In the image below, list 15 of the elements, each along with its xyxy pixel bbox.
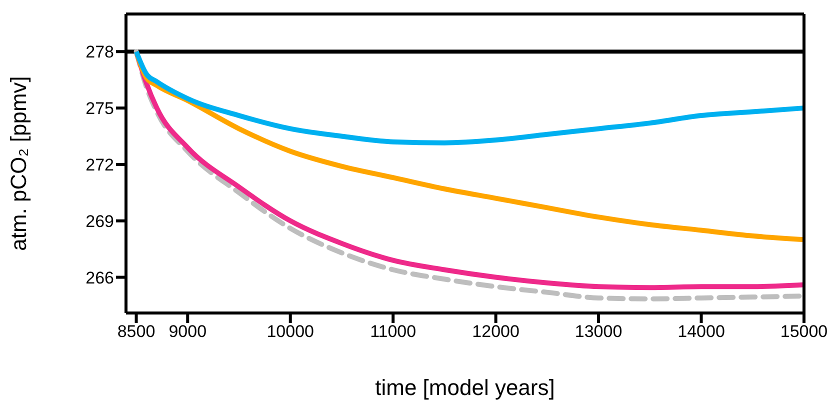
y-axis-title: atm. pCO₂ [ppmv] <box>6 76 31 251</box>
x-tick-label: 9000 <box>168 322 207 342</box>
x-axis-title: time [model years] <box>375 375 555 400</box>
y-tick-label: 272 <box>86 155 114 174</box>
x-tick-label: 11000 <box>370 322 416 342</box>
x-tick-label: 10000 <box>266 322 314 342</box>
x-tick-label: 13000 <box>574 322 622 342</box>
x-tick-label: 8500 <box>117 322 156 342</box>
y-tick-label: 266 <box>86 268 114 288</box>
y-tick-label: 278 <box>86 42 114 62</box>
x-tick-label: 15000 <box>780 322 828 342</box>
y-tick-label: 275 <box>86 99 114 118</box>
x-tick-label: 12000 <box>472 322 520 342</box>
x-tick-label: 14000 <box>678 322 725 342</box>
y-tick-label: 269 <box>86 212 114 231</box>
